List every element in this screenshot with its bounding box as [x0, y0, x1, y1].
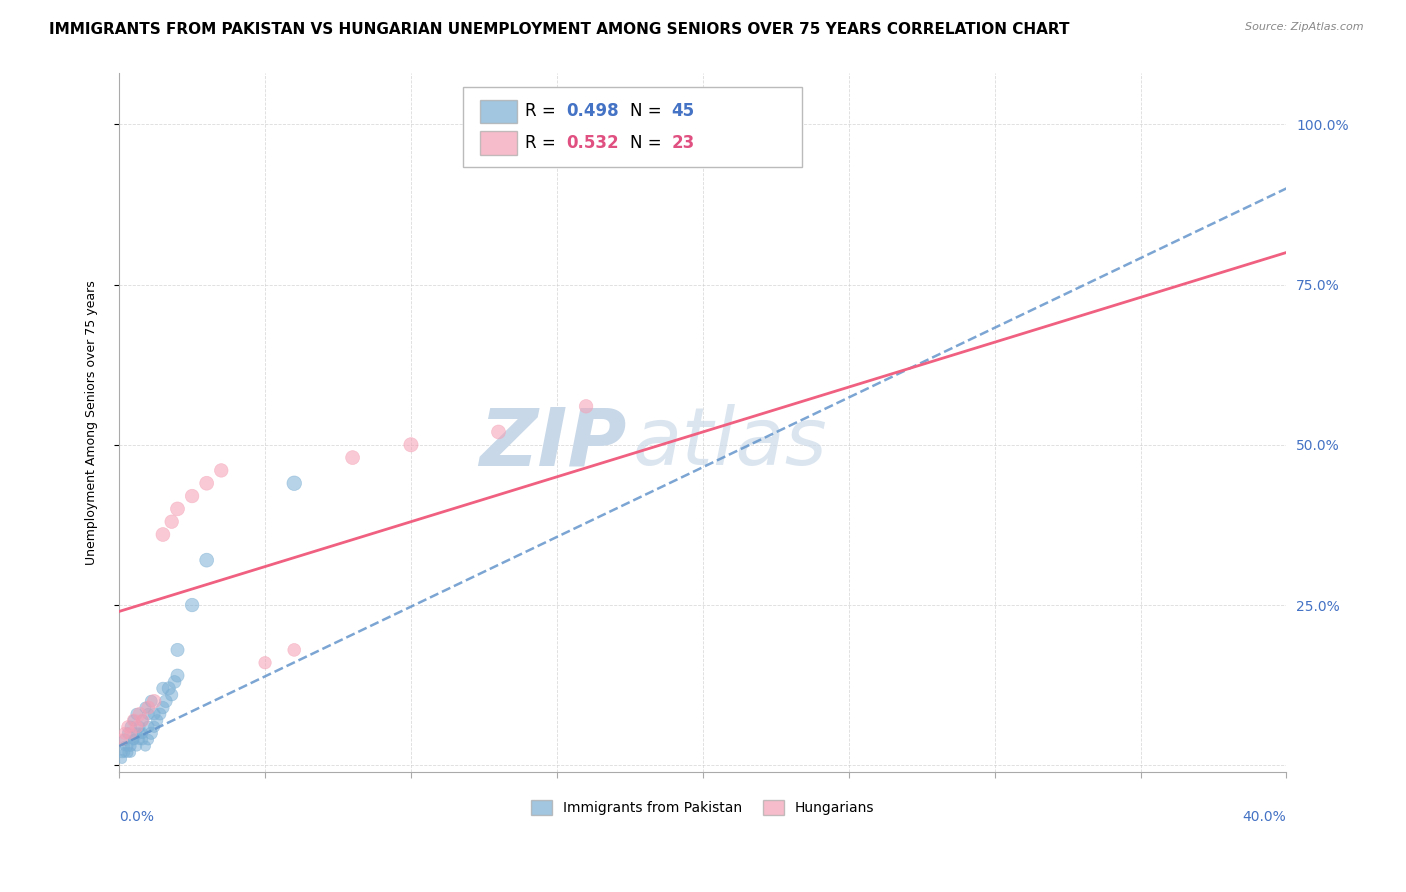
Point	[152, 700, 174, 714]
Point	[117, 746, 139, 760]
Point	[117, 720, 139, 734]
Point	[146, 714, 169, 728]
Text: N =: N =	[630, 103, 668, 120]
Point	[114, 726, 136, 740]
Point	[125, 720, 148, 734]
Point	[120, 746, 142, 760]
Point	[141, 694, 163, 708]
Point	[114, 732, 136, 747]
Point	[575, 400, 598, 414]
Point	[131, 714, 153, 728]
Text: Source: ZipAtlas.com: Source: ZipAtlas.com	[1246, 22, 1364, 32]
Point	[166, 643, 188, 657]
Point	[152, 527, 174, 541]
Point	[143, 720, 166, 734]
Point	[488, 425, 510, 439]
Point	[181, 598, 204, 612]
Point	[128, 706, 150, 721]
Point	[692, 117, 714, 131]
Point	[143, 706, 166, 721]
Point	[157, 681, 180, 696]
Text: 0.0%: 0.0%	[120, 810, 155, 824]
Point	[283, 476, 305, 491]
Point	[136, 706, 159, 721]
Point	[114, 739, 136, 753]
Point	[111, 732, 134, 747]
Point	[166, 668, 188, 682]
Point	[122, 732, 145, 747]
FancyBboxPatch shape	[464, 87, 801, 168]
Point	[195, 476, 218, 491]
Point	[120, 739, 142, 753]
Point	[399, 438, 422, 452]
Text: atlas: atlas	[633, 404, 828, 483]
Point	[117, 726, 139, 740]
Point	[136, 732, 159, 747]
Legend: Immigrants from Pakistan, Hungarians: Immigrants from Pakistan, Hungarians	[526, 795, 880, 821]
Point	[155, 694, 177, 708]
FancyBboxPatch shape	[479, 100, 517, 123]
Point	[117, 739, 139, 753]
Point	[254, 656, 277, 670]
Point	[122, 714, 145, 728]
Point	[141, 726, 163, 740]
Point	[111, 752, 134, 766]
Point	[181, 489, 204, 503]
Point	[125, 706, 148, 721]
Point	[143, 694, 166, 708]
Point	[283, 643, 305, 657]
Text: 45: 45	[671, 103, 695, 120]
Point	[342, 450, 364, 465]
Point	[209, 463, 232, 477]
Point	[149, 706, 172, 721]
Point	[111, 746, 134, 760]
Point	[128, 726, 150, 740]
Point	[160, 688, 183, 702]
Point	[120, 720, 142, 734]
Point	[125, 726, 148, 740]
Point	[195, 553, 218, 567]
Point	[128, 720, 150, 734]
Point	[122, 732, 145, 747]
Point	[114, 746, 136, 760]
Text: 0.532: 0.532	[567, 134, 619, 152]
Text: R =: R =	[526, 103, 561, 120]
Point	[128, 732, 150, 747]
Text: ZIP: ZIP	[479, 404, 627, 483]
Point	[134, 739, 156, 753]
Point	[166, 501, 188, 516]
Point	[131, 732, 153, 747]
Point	[134, 700, 156, 714]
Point	[160, 515, 183, 529]
Point	[136, 720, 159, 734]
Text: 0.498: 0.498	[567, 103, 619, 120]
Point	[136, 700, 159, 714]
Point	[125, 739, 148, 753]
Point	[120, 726, 142, 740]
Point	[163, 675, 186, 690]
Point	[131, 714, 153, 728]
Text: 40.0%: 40.0%	[1243, 810, 1286, 824]
Text: N =: N =	[630, 134, 668, 152]
Point	[152, 681, 174, 696]
Text: R =: R =	[526, 134, 561, 152]
Text: IMMIGRANTS FROM PAKISTAN VS HUNGARIAN UNEMPLOYMENT AMONG SENIORS OVER 75 YEARS C: IMMIGRANTS FROM PAKISTAN VS HUNGARIAN UN…	[49, 22, 1070, 37]
FancyBboxPatch shape	[479, 131, 517, 154]
Y-axis label: Unemployment Among Seniors over 75 years: Unemployment Among Seniors over 75 years	[86, 280, 98, 565]
Text: 23: 23	[671, 134, 695, 152]
Point	[122, 714, 145, 728]
Point	[131, 726, 153, 740]
